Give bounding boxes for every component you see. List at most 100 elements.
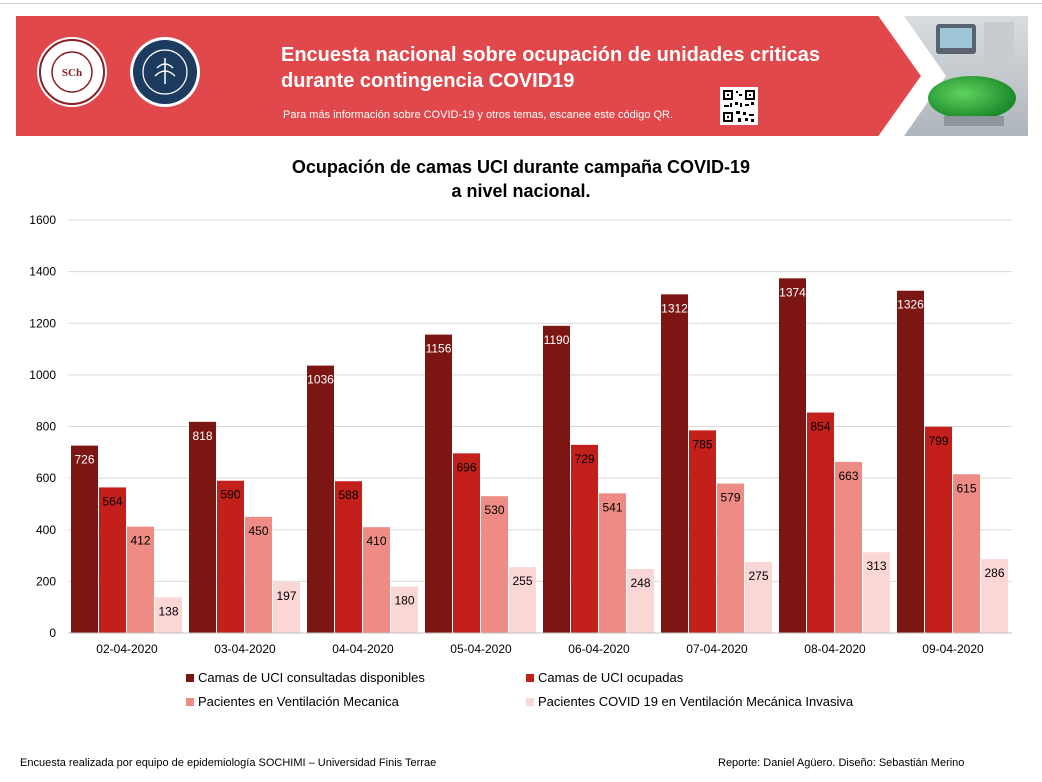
finis-terrae-logo (130, 37, 200, 107)
header-banner: SCh Encuesta nacional sobre ocupación de… (16, 16, 1028, 136)
icu-ventilator-photo (904, 16, 1028, 136)
footer-credit-right: Reporte: Daniel Agüero. Diseño: Sebastiá… (718, 757, 965, 769)
sochimi-logo: SCh (37, 37, 107, 107)
legend-label: Camas de UCI ocupadas (538, 670, 684, 685)
legend-label: Pacientes COVID 19 en Ventilación Mecáni… (538, 694, 854, 709)
data-label: 1374 (779, 285, 806, 299)
legend-item: Camas de UCI ocupadas (526, 670, 683, 685)
data-label: 579 (720, 491, 740, 505)
data-label: 1036 (307, 373, 334, 387)
bar (717, 483, 744, 633)
data-label: 248 (630, 576, 650, 590)
bar (661, 294, 688, 633)
bar (981, 559, 1008, 633)
bar (127, 526, 154, 633)
legend-label: Camas de UCI consultadas disponibles (198, 670, 425, 685)
qr-code-icon[interactable] (720, 87, 758, 125)
legend-item: Pacientes en Ventilación Mecanica (186, 694, 399, 709)
bar (689, 430, 716, 633)
bar (99, 487, 126, 633)
data-label: 197 (276, 589, 296, 603)
chart-title-line2: a nivel nacional. (451, 181, 591, 201)
x-tick-label: 04-04-2020 (332, 642, 394, 656)
legend-swatch (186, 697, 194, 706)
data-label: 410 (366, 534, 386, 548)
banner-background (16, 16, 928, 136)
y-tick-label: 600 (36, 471, 56, 485)
data-label: 615 (956, 481, 976, 495)
bar (897, 290, 924, 633)
bar (245, 516, 272, 633)
banner-title-line2: durante contingencia COVID19 (281, 70, 575, 92)
data-label: 785 (692, 437, 712, 451)
legend-swatch (526, 673, 534, 682)
x-tick-label: 06-04-2020 (568, 642, 630, 656)
bar (335, 481, 362, 633)
data-label: 818 (192, 429, 212, 443)
chart-title-line1: Ocupación de camas UCI durante campaña C… (291, 157, 751, 177)
bar (571, 444, 598, 633)
y-tick-label: 1600 (29, 213, 56, 227)
data-label: 450 (248, 524, 268, 538)
data-label: 138 (158, 604, 178, 618)
footer-credit-left: Encuesta realizada por equipo de epidemi… (20, 757, 437, 769)
y-tick-label: 1000 (29, 368, 56, 382)
data-label: 1156 (426, 342, 452, 356)
bar (189, 421, 216, 633)
chart-title: Ocupación de camas UCI durante campaña C… (0, 155, 1042, 203)
data-label: 180 (394, 594, 414, 608)
bar (71, 445, 98, 633)
bar (453, 453, 480, 633)
x-tick-label: 07-04-2020 (686, 642, 748, 656)
bar (425, 334, 452, 633)
bar (481, 496, 508, 633)
bar (925, 426, 952, 633)
bar (155, 597, 182, 633)
bar-chart: 0 200 400 600 800 1000 1200 1400 1600 726 564 412 13… (29, 213, 1012, 656)
bar (627, 568, 654, 633)
y-tick-label: 400 (36, 523, 56, 537)
legend-item: Camas de UCI consultadas disponibles (186, 670, 425, 685)
svg-text:SCh: SCh (62, 67, 82, 79)
data-label: 1190 (544, 333, 570, 347)
bar (807, 412, 834, 633)
bar (953, 474, 980, 633)
bar (543, 325, 570, 633)
bar (391, 586, 418, 633)
banner-subtitle: Para más información sobre COVID-19 y ot… (283, 109, 674, 121)
data-label: 588 (338, 488, 358, 502)
legend-label: Pacientes en Ventilación Mecanica (198, 694, 399, 709)
bar (217, 480, 244, 633)
banner-title-line1: Encuesta nacional sobre ocupación de uni… (281, 44, 821, 66)
data-label: 1312 (661, 301, 688, 315)
data-label: 286 (984, 566, 1004, 580)
bar (273, 582, 300, 633)
legend-swatch (526, 697, 534, 706)
bar (509, 567, 536, 633)
data-label: 255 (512, 574, 532, 588)
bar (307, 365, 334, 633)
x-tick-label: 09-04-2020 (922, 642, 984, 656)
bar (835, 461, 862, 633)
data-label: 590 (220, 488, 240, 502)
legend-item: Pacientes COVID 19 en Ventilación Mecáni… (526, 694, 853, 709)
data-label: 530 (484, 503, 504, 517)
data-label: 726 (74, 453, 94, 467)
y-tick-label: 0 (49, 626, 56, 640)
data-label: 412 (130, 534, 150, 548)
data-label: 564 (102, 494, 122, 508)
data-label: 1326 (897, 298, 924, 312)
data-label: 275 (748, 569, 768, 583)
y-tick-label: 200 (36, 574, 56, 588)
bar (863, 552, 890, 633)
y-tick-label: 800 (36, 420, 56, 434)
data-label: 696 (456, 460, 476, 474)
top-rule (0, 3, 1042, 4)
y-tick-label: 1400 (29, 265, 56, 279)
data-label: 854 (810, 420, 830, 434)
data-label: 799 (928, 434, 948, 448)
x-tick-label: 05-04-2020 (450, 642, 512, 656)
banner-title: Encuesta nacional sobre ocupación de uni… (281, 42, 871, 94)
data-label: 729 (574, 452, 594, 466)
legend-swatch (186, 673, 194, 682)
